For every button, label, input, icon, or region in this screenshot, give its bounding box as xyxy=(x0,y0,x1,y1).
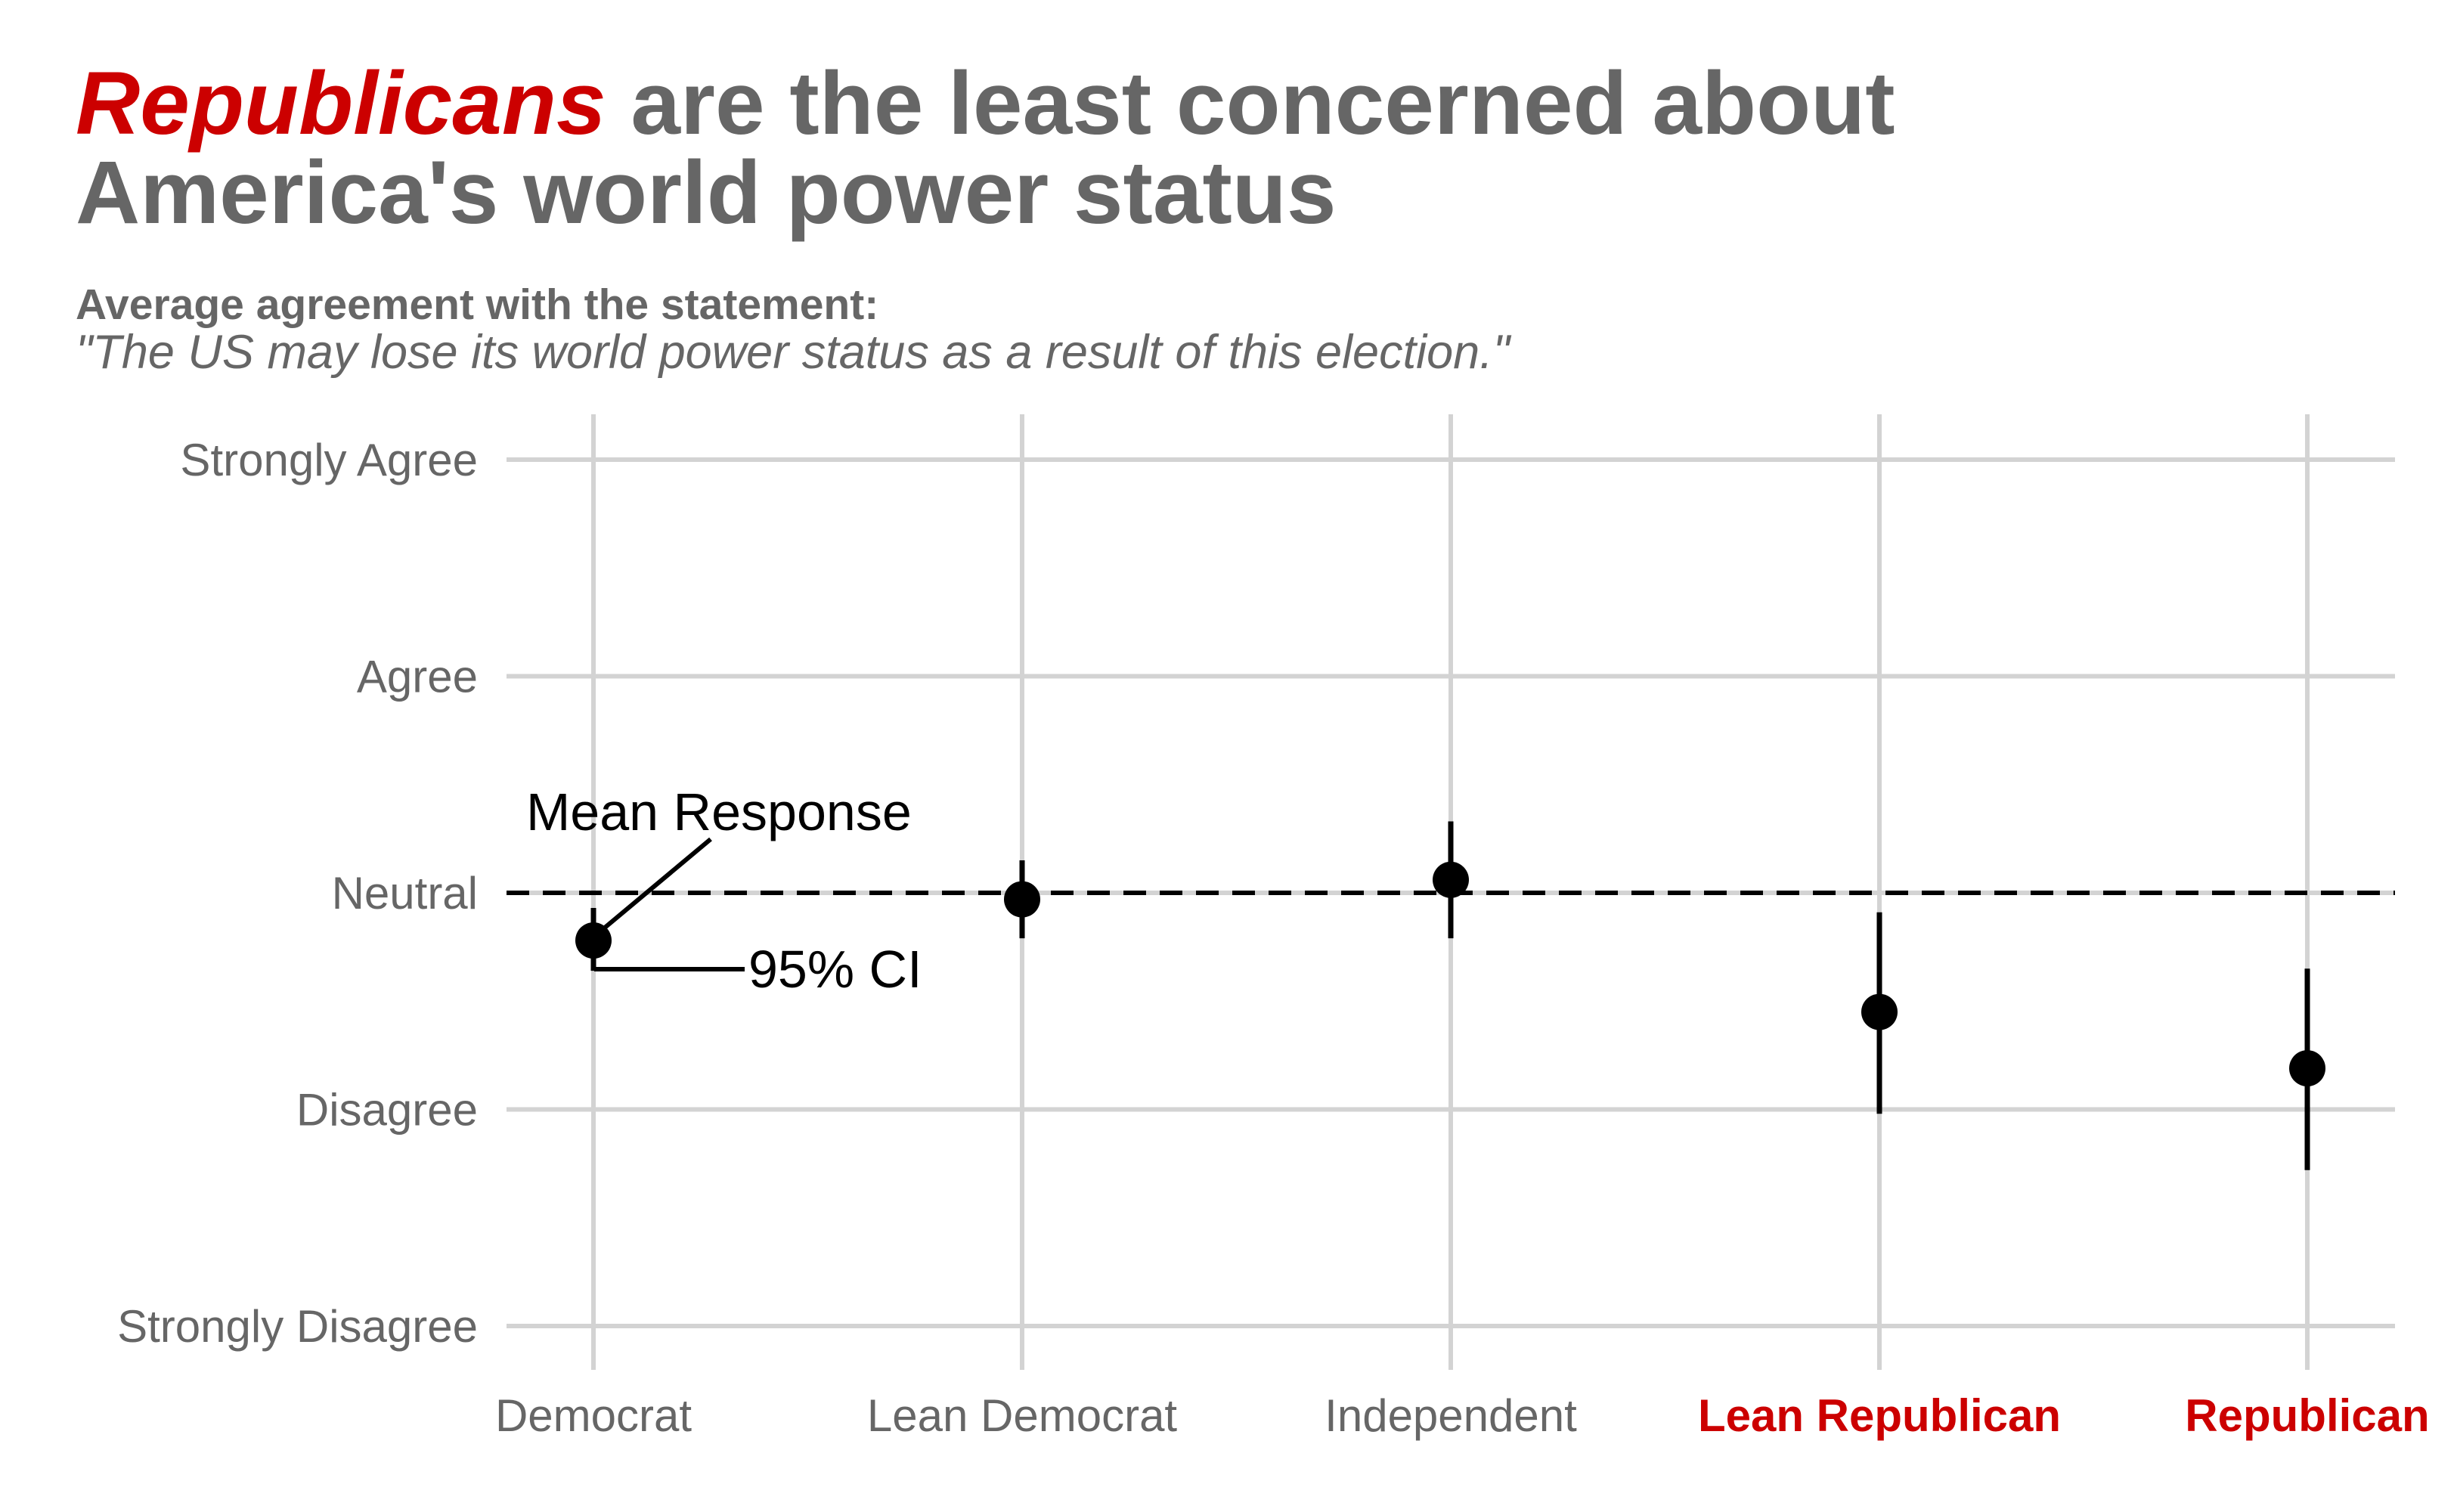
x-tick-label-3: Independent xyxy=(1325,1390,1577,1441)
survey-statement: "The US may lose its world power status … xyxy=(76,326,1510,379)
y-tick-label-4: Agree xyxy=(357,652,478,702)
x-axis-tick-labels: Democrat Lean Democrat Independent Lean Rep… xyxy=(495,1390,2430,1441)
chart-title: Republicans are the least concerned abou… xyxy=(76,59,1895,237)
x-tick-label-4: Lean Republican xyxy=(1698,1390,2061,1441)
mean-point-2 xyxy=(1004,881,1040,918)
mean-points xyxy=(575,861,2325,1087)
x-tick-label-2: Lean Democrat xyxy=(867,1390,1178,1441)
y-tick-label-2: Disagree xyxy=(296,1085,478,1136)
y-tick-label-1: Strongly Disagree xyxy=(117,1301,478,1352)
mean-point-1 xyxy=(575,922,612,959)
mean-point-3 xyxy=(1433,861,1469,898)
annotation-ci-label: 95% CI xyxy=(748,940,922,999)
x-tick-label-1: Democrat xyxy=(495,1390,692,1441)
y-tick-label-5: Strongly Agree xyxy=(180,435,478,485)
x-tick-label-5: Republican xyxy=(2185,1390,2429,1441)
y-tick-label-3: Neutral xyxy=(332,868,478,919)
annotation-mean-label: Mean Response xyxy=(526,782,912,841)
mean-point-5 xyxy=(2289,1050,2325,1087)
title-line2: America's world power status xyxy=(76,143,1337,243)
mean-point-4 xyxy=(1861,993,1898,1030)
chart-subtitle: Average agreement with the statement: xyxy=(76,280,879,329)
y-axis-tick-labels: Strongly Disagree Disagree Neutral Agree Str… xyxy=(117,435,478,1352)
annotation-ci: 95% CI xyxy=(594,940,922,999)
title-highlight: Republicans xyxy=(76,54,606,153)
annotation-mean-leader xyxy=(603,837,712,930)
annotation-mean: Mean Response xyxy=(526,782,912,930)
title-rest: are the least concerned about xyxy=(606,54,1895,153)
